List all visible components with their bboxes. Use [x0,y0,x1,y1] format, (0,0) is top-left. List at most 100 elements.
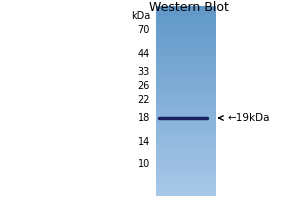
Text: 33: 33 [138,67,150,77]
Bar [156,169,216,170]
Bar [156,48,216,49]
Bar [156,46,216,47]
Bar [156,87,216,88]
Bar [156,134,216,135]
Bar [156,156,216,157]
Bar [156,142,216,143]
Bar [156,35,216,36]
Bar [156,109,216,110]
Bar [156,85,216,86]
Bar [156,44,216,45]
Bar [156,88,216,89]
Bar [156,110,216,111]
Bar [156,69,216,70]
Bar [156,165,216,166]
Bar [156,56,216,57]
Bar [156,167,216,168]
Bar [156,140,216,141]
Bar [156,153,216,154]
Bar [156,115,216,116]
Bar [156,95,216,96]
Bar [156,92,216,93]
Bar [156,106,216,107]
Bar [156,29,216,30]
Bar [156,73,216,74]
Bar [156,133,216,134]
Text: 26: 26 [138,81,150,91]
Bar [156,125,216,126]
Bar [156,113,216,114]
Bar [156,23,216,24]
Bar [156,191,216,192]
Bar [156,182,216,183]
Bar [156,118,216,119]
Bar [156,51,216,52]
Bar [156,83,216,84]
Bar [156,72,216,73]
Bar [156,38,216,39]
Bar [156,10,216,11]
Bar [156,78,216,79]
Bar [156,151,216,152]
Bar [156,60,216,61]
Bar [156,184,216,185]
Bar [156,58,216,59]
Bar [156,159,216,160]
Bar [156,70,216,71]
Bar [156,80,216,81]
Bar [156,101,216,102]
Bar [156,25,216,26]
Bar [156,57,216,58]
Bar [156,168,216,169]
Bar [156,93,216,94]
Bar [156,64,216,65]
Bar [156,192,216,193]
Bar [156,150,216,151]
Bar [156,59,216,60]
Bar [156,178,216,179]
Bar [156,99,216,100]
Bar [156,161,216,162]
Bar [156,96,216,97]
Bar [156,22,216,23]
Bar [156,39,216,40]
Bar [156,123,216,124]
Bar [156,160,216,161]
Bar [156,98,216,99]
Text: 18: 18 [138,113,150,123]
Bar [156,117,216,118]
Bar [156,68,216,69]
Bar [156,130,216,131]
Bar [156,127,216,128]
Bar [156,28,216,29]
Bar [156,119,216,120]
Bar [156,154,216,155]
Bar [156,9,216,10]
Bar [156,126,216,127]
Bar [156,157,216,158]
Bar [156,84,216,85]
Bar [156,32,216,33]
Bar [156,155,216,156]
Bar [156,122,216,123]
Bar [156,12,216,13]
Bar [156,186,216,187]
Bar [156,171,216,172]
Bar [156,137,216,138]
Bar [156,75,216,76]
Bar [156,62,216,63]
Bar [156,90,216,91]
Bar [156,193,216,194]
Bar [156,164,216,165]
Bar [156,6,216,7]
Bar [156,185,216,186]
Bar [156,162,216,163]
Bar [156,163,216,164]
Bar [156,103,216,104]
Bar [156,76,216,77]
Bar [156,18,216,19]
Bar [156,82,216,83]
Bar [156,24,216,25]
Text: Western Blot: Western Blot [149,1,229,14]
Bar [156,97,216,98]
